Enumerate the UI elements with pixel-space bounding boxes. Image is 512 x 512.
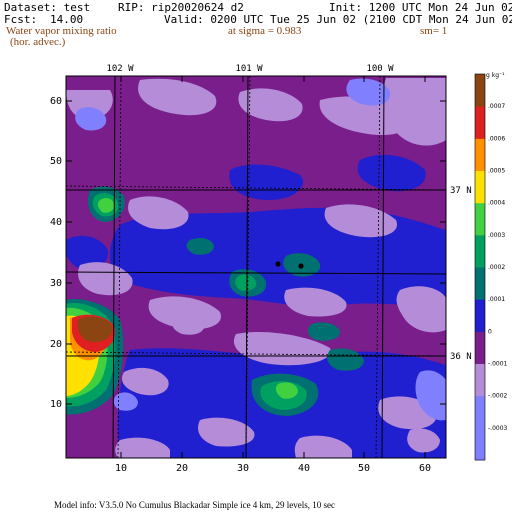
legend-level-label: -.0003 [488, 425, 508, 432]
legend-level-label: -.0002 [488, 393, 508, 400]
smoothing-label: sm= 1 [420, 25, 448, 37]
legend-color-band [475, 363, 485, 397]
legend-unit: g kg⁻¹ [486, 72, 505, 79]
x-tick-label: 30 [237, 463, 249, 474]
legend-color-band [475, 106, 485, 139]
boundary-center [245, 75, 249, 459]
y-tick-label: 50 [50, 156, 62, 167]
boundary-panhandle [65, 271, 447, 275]
legend-labels: -.0003 -.0002 -.0001 0 .0001 .0002 .0003 .0004.… [488, 103, 508, 432]
x-axis [120, 76, 426, 458]
x-tick-labels: 10 20 30 40 50 60 [115, 463, 431, 474]
valid-label: Valid: 0200 UTC Tue 25 Jun 02 (2100 CDT … [164, 13, 512, 26]
y-tick-label: 20 [50, 339, 62, 350]
y-tick-label: 30 [50, 278, 62, 289]
legend-level-label: .0001 [488, 296, 505, 303]
color-legend: g kg⁻¹ -.0003 -.0002 -.0001 0 .0001 .0002 .000… [474, 72, 508, 461]
y-tick-label: 60 [50, 96, 62, 107]
legend-color-band [475, 427, 485, 461]
y-tick-labels: 60 50 40 30 20 10 [50, 96, 62, 410]
legend-color-band [475, 74, 485, 107]
legend-level-label: .0004 [488, 200, 505, 207]
periwinkle-regions [75, 78, 446, 421]
legend-level-label: .0006 [488, 135, 505, 142]
legend-level-label: .0002 [488, 264, 505, 271]
legend-level-label: 0 [488, 328, 492, 335]
fcst-label: Fcst: [4, 13, 38, 26]
legend-color-band [475, 138, 485, 171]
legend-color-band [475, 170, 485, 204]
lon-label: 102 W [106, 64, 134, 74]
y-tick-label: 10 [50, 399, 62, 410]
contour-field [66, 76, 446, 458]
x-tick-label: 40 [298, 463, 310, 474]
legend-level-label: .0005 [488, 168, 505, 175]
lon-label: 100 W [366, 64, 394, 74]
boundary-east [381, 75, 385, 459]
legend-color-band [475, 331, 485, 364]
fcst-value: 14.00 [50, 13, 84, 26]
legend-color-band [475, 395, 485, 429]
x-tick-label: 20 [176, 463, 188, 474]
latitude-labels: 37 N 36 N [450, 186, 472, 362]
legend-level-label: -.0001 [488, 361, 508, 368]
plot-frame [65, 75, 447, 459]
legend-color-band [475, 234, 485, 268]
x-tick-label: 50 [358, 463, 370, 474]
rip-label: RIP: rip20020624 d2 [118, 1, 244, 14]
longitude-labels: 102 W 101 W 100 W [106, 64, 394, 74]
y-axis [66, 100, 446, 405]
y-tick-label: 40 [50, 217, 62, 228]
station-dot [275, 261, 281, 267]
init-label: Init: 1200 UTC Mon 24 Jun 02 [329, 1, 512, 14]
legend-frame [474, 73, 486, 461]
x-tick-label: 10 [115, 463, 127, 474]
sigma-label: at sigma = 0.983 [228, 25, 302, 37]
x-tick-label: 60 [419, 463, 431, 474]
field-name: Water vapor mixing ratio [6, 25, 117, 37]
state-boundaries [65, 75, 447, 459]
lat-label: 36 N [450, 352, 472, 362]
boundary-west [112, 75, 116, 459]
legend-bars [475, 74, 485, 461]
parallel-37n [65, 185, 447, 191]
lon-label: 101 W [235, 64, 263, 74]
dataset-label: Dataset: test [4, 1, 91, 14]
lat-label: 37 N [450, 186, 472, 196]
station-dot [298, 263, 304, 269]
model-info: Model info: V3.5.0 No Cumulus Blackadar … [54, 500, 336, 510]
legend-color-band [475, 202, 485, 236]
field-subname: (hor. advec.) [10, 36, 66, 48]
legend-level-label: .0003 [488, 232, 505, 239]
legend-level-label: .0007 [488, 103, 505, 110]
legend-color-band [475, 267, 485, 300]
legend-color-band [475, 299, 485, 332]
